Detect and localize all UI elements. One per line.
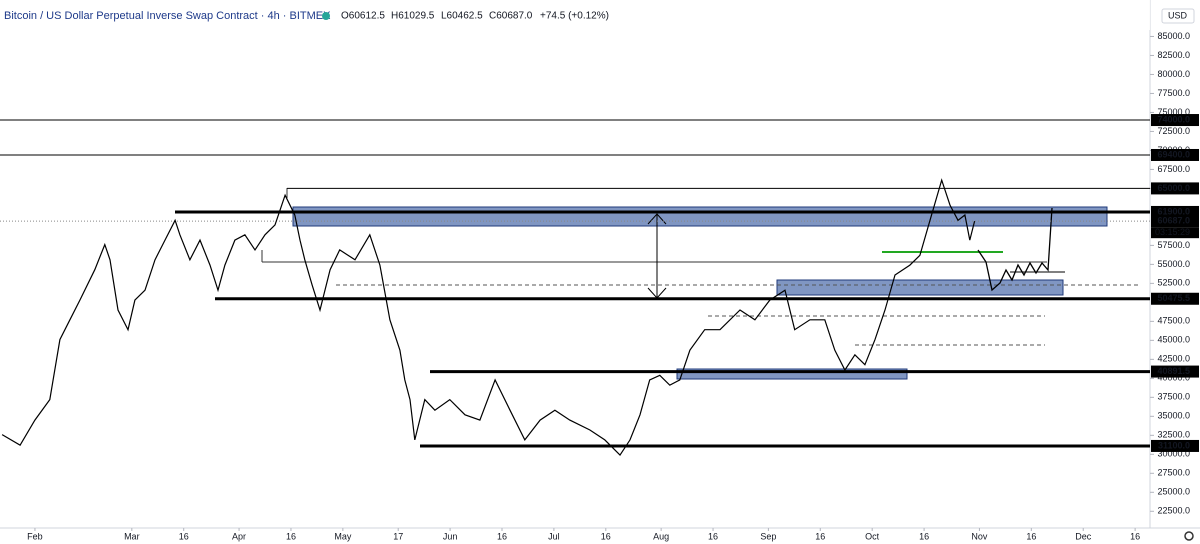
range-arrow	[647, 213, 667, 225]
ohlc-change: +74.5 (+0.12%)	[540, 11, 609, 22]
price-level-label: 31100.0	[1158, 440, 1190, 450]
y-tick-label: 40000.0	[1157, 373, 1190, 383]
projection-path	[977, 207, 1053, 292]
price-level-label-bg	[1151, 205, 1199, 218]
x-tick-label: 16	[708, 531, 718, 541]
x-tick-label: 17	[393, 531, 403, 541]
x-tick-label: 16	[1130, 531, 1140, 541]
x-tick-label: 16	[497, 531, 507, 541]
x-tick-label: 16	[601, 531, 611, 541]
countdown-bg	[1151, 227, 1199, 239]
price-level-label-bg	[1151, 439, 1199, 452]
price-level-label: 65000.0	[1157, 183, 1190, 193]
y-tick-label: 30000.0	[1157, 449, 1190, 459]
x-tick-label: Jul	[548, 531, 560, 541]
y-tick-label: 22500.0	[1157, 506, 1190, 516]
price-level-label: 60687.0	[1157, 216, 1190, 226]
x-tick-label: 16	[1026, 531, 1036, 541]
chart-title: Bitcoin / US Dollar Perpetual Inverse Sw…	[4, 10, 331, 22]
x-tick-label: Apr	[232, 531, 246, 541]
price-level-label: 74000.0	[1157, 114, 1190, 124]
y-tick-label: 85000.0	[1157, 31, 1190, 41]
x-tick-label: Aug	[653, 531, 669, 541]
y-tick-label: 27500.0	[1157, 468, 1190, 478]
price-level-label-bg	[1151, 365, 1199, 378]
price-level-label-bg	[1151, 148, 1199, 161]
ohlc-close: C60687.0	[489, 11, 533, 22]
y-tick-label: 35000.0	[1157, 411, 1190, 421]
y-tick-label: 47500.0	[1157, 316, 1190, 326]
currency[interactable]: USD	[1168, 10, 1188, 20]
x-tick-label: 16	[815, 531, 825, 541]
ohlc-low: L60462.5	[441, 11, 483, 22]
x-tick-label: 16	[919, 531, 929, 541]
x-tick-label: 16	[286, 531, 296, 541]
zone-box	[776, 279, 1064, 296]
x-tick-label: Mar	[124, 531, 140, 541]
currency-button[interactable]	[1161, 8, 1195, 24]
x-tick-label: Nov	[971, 531, 988, 541]
y-tick-label: 82500.0	[1157, 50, 1190, 60]
price-level-label-bg	[1151, 215, 1199, 228]
y-tick-label: 52500.0	[1157, 278, 1190, 288]
x-tick-label: 16	[179, 531, 189, 541]
drawings	[0, 119, 1150, 457]
y-tick-label: 57500.0	[1157, 240, 1190, 250]
ohlc-high: H61029.5	[391, 11, 435, 22]
y-tick-label: 45000.0	[1157, 335, 1190, 345]
y-tick-label: 72500.0	[1157, 126, 1190, 136]
price-level-label-bg	[1151, 292, 1199, 305]
ohlc-open: O60612.5	[341, 11, 385, 22]
settings-icon[interactable]	[1184, 531, 1194, 541]
price-level-label: 40891.5	[1157, 366, 1190, 376]
y-tick-label: 32500.0	[1157, 430, 1190, 440]
price-level-label: 61900.0	[1157, 206, 1190, 216]
x-tick-label: Dec	[1075, 531, 1092, 541]
x-tick-label: Oct	[865, 531, 880, 541]
x-tick-label: Feb	[27, 531, 43, 541]
y-tick-label: 37500.0	[1157, 392, 1190, 402]
y-tick-label: 77500.0	[1157, 88, 1190, 98]
status-dot	[322, 12, 330, 20]
price-level-label: 50475.5	[1157, 293, 1190, 303]
y-tick-label: 80000.0	[1157, 69, 1190, 79]
x-tick-label: Jun	[443, 531, 458, 541]
y-tick-label: 25000.0	[1157, 487, 1190, 497]
x-tick-label: Sep	[760, 531, 776, 541]
header-bar	[0, 0, 1150, 30]
price-level-label-bg	[1151, 114, 1199, 127]
price-level-label-bg	[1151, 182, 1199, 195]
y-tick-label: 55000.0	[1157, 259, 1190, 269]
x-tick-label: May	[334, 531, 352, 541]
y-tick-label: 42500.0	[1157, 354, 1190, 364]
zone-box	[676, 368, 908, 380]
price-line	[1, 178, 976, 457]
countdown: 03:15:29	[1155, 227, 1190, 237]
y-tick-label: 67500.0	[1157, 164, 1190, 174]
zone-box	[292, 206, 1108, 227]
price-level-label: 69400.0	[1157, 149, 1190, 159]
y-tick-label: 75000.0	[1157, 107, 1190, 117]
